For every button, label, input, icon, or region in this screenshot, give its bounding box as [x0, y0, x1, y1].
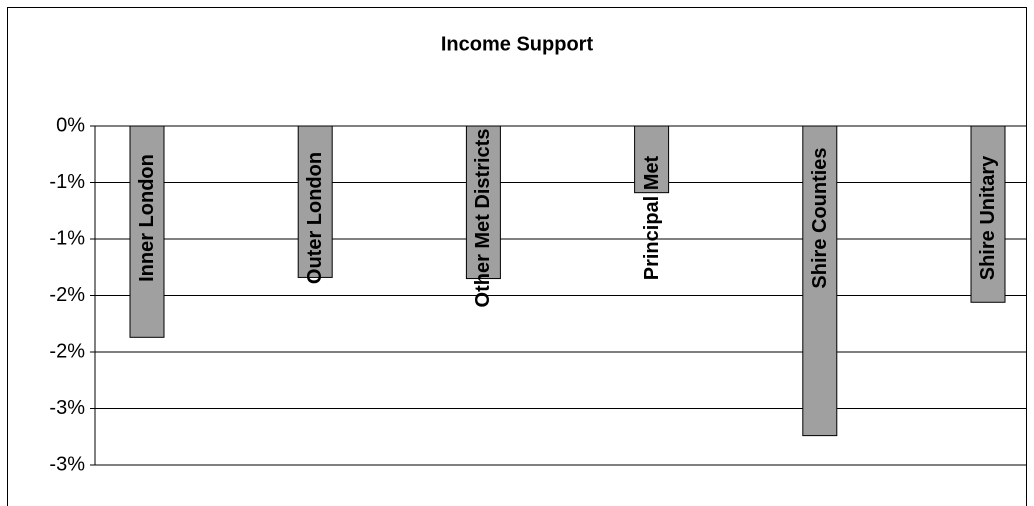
- x-tick-label: Principal Met: [640, 155, 663, 281]
- chart-title: Income Support: [441, 33, 594, 55]
- bar: [802, 125, 838, 437]
- y-tick-label: -2%: [49, 284, 85, 306]
- x-tick-label: Outer London: [304, 151, 327, 285]
- x-tick-label: Inner London: [136, 154, 158, 282]
- x-tick-label: Other Met Districts: [472, 128, 495, 308]
- y-tick-label: -3%: [49, 397, 85, 419]
- y-tick-label: -2%: [49, 340, 85, 362]
- y-tick-label: -1%: [49, 171, 85, 193]
- x-tick-label: Shire Counties: [808, 147, 831, 289]
- chart-frame: [7, 7, 1027, 506]
- bar: [970, 125, 1006, 303]
- y-tick-label: -1%: [49, 227, 85, 249]
- y-tick-label: -3%: [49, 453, 85, 475]
- bar: [129, 125, 165, 338]
- bar: [297, 125, 333, 278]
- x-tick-label: Shire Unitary: [977, 155, 999, 281]
- bar: [465, 125, 501, 280]
- bar: [634, 125, 670, 194]
- y-tick-label: 0%: [56, 114, 85, 136]
